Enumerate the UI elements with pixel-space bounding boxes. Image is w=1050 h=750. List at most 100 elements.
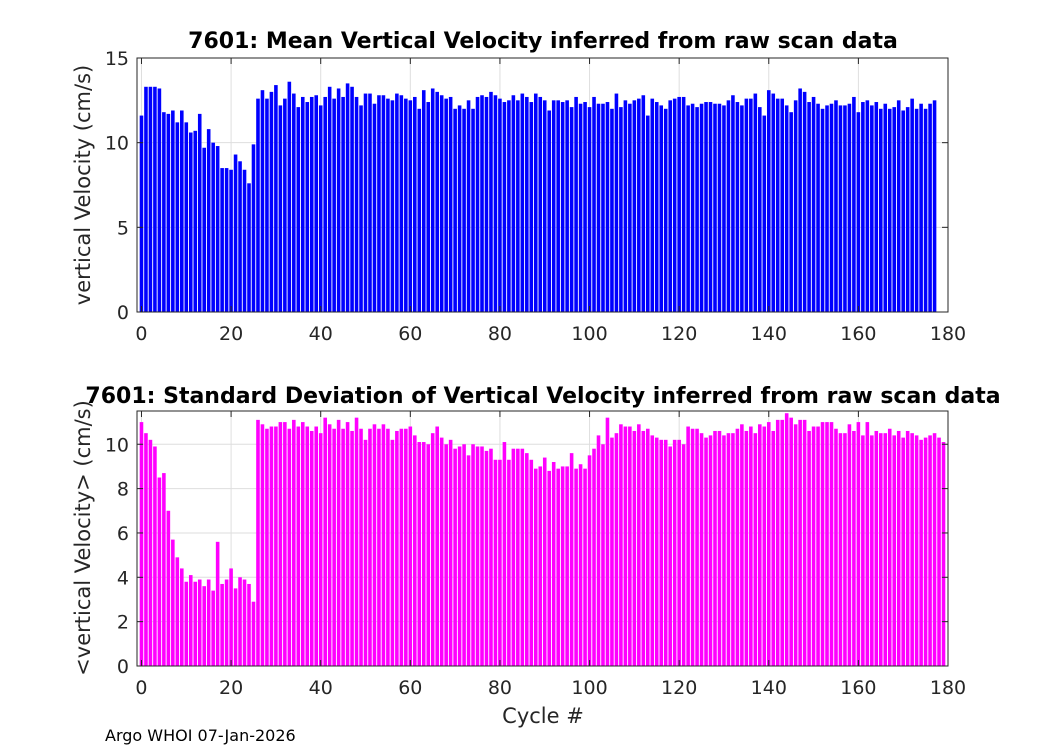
bar [453, 108, 457, 312]
bar [753, 433, 758, 666]
bar [229, 169, 233, 312]
x-tick-label: 160 [840, 677, 876, 699]
bar [457, 446, 462, 666]
bar [175, 557, 180, 666]
bar [292, 93, 296, 312]
bar [834, 428, 838, 666]
bar [646, 428, 650, 666]
bar [287, 428, 292, 666]
bar [650, 435, 655, 666]
bar [180, 110, 184, 313]
bar [507, 100, 511, 312]
bar [354, 96, 359, 312]
bar [525, 96, 529, 312]
bar [941, 442, 946, 666]
bar [211, 590, 215, 666]
bar [193, 130, 198, 312]
bar [153, 86, 157, 312]
x-tick-label: 20 [219, 677, 243, 699]
bar [180, 568, 184, 666]
bar [758, 424, 762, 666]
bar [238, 577, 242, 666]
bar [905, 430, 910, 666]
bar [704, 437, 708, 666]
bar [166, 113, 171, 312]
bar [377, 95, 381, 312]
x-tick-label: 100 [571, 677, 607, 699]
bar [350, 86, 354, 312]
bar [283, 98, 287, 312]
bar [265, 428, 269, 666]
bar [224, 579, 229, 666]
x-tick-label: 120 [661, 323, 697, 345]
bar [919, 103, 923, 312]
bar [251, 601, 256, 666]
bar [309, 96, 314, 312]
bar [843, 433, 847, 666]
bar [578, 103, 583, 312]
bar [417, 108, 422, 312]
bar [511, 448, 516, 666]
bar [852, 430, 856, 666]
bar [865, 100, 870, 312]
bar [309, 430, 314, 666]
bar [838, 433, 843, 666]
bar [413, 435, 417, 666]
bar [928, 435, 932, 666]
bar [305, 426, 310, 666]
bar [847, 103, 852, 312]
footer-stamp: Argo WHOI 07-Jan-2026 [105, 726, 296, 745]
bar [610, 108, 614, 312]
bar [233, 154, 238, 312]
bar [690, 428, 695, 666]
bar [408, 100, 413, 312]
bar [717, 103, 722, 312]
bar [560, 102, 565, 312]
bar [314, 426, 319, 666]
bar [686, 105, 690, 312]
bar [825, 422, 829, 666]
bar [278, 105, 283, 312]
bar [632, 100, 637, 312]
bar [825, 105, 829, 312]
bar [870, 435, 874, 666]
bar [892, 107, 897, 312]
bar [489, 448, 493, 666]
y-tick-label: 4 [117, 567, 129, 589]
bar [601, 103, 605, 312]
bar [269, 91, 274, 313]
bar [592, 448, 596, 666]
bar [314, 95, 319, 312]
bar [758, 107, 762, 312]
bar [856, 112, 861, 312]
bar [820, 422, 825, 666]
bar [896, 100, 901, 312]
bar [641, 95, 646, 312]
bar [386, 98, 390, 312]
bar [887, 108, 892, 312]
bar [139, 422, 144, 666]
bar [690, 103, 695, 312]
bar [184, 581, 189, 666]
std-velocity-chart: 0 20 40 60 80 100 120 140 160 180 0 2 4 6 8 10 7601: St… [71, 384, 1001, 728]
bar [439, 95, 444, 312]
bar [426, 102, 431, 312]
bar [372, 103, 377, 312]
x-tick-label: 80 [488, 323, 512, 345]
bar [596, 435, 601, 666]
bar [457, 105, 462, 312]
bar [318, 105, 323, 312]
bar [887, 428, 892, 666]
bar [789, 417, 793, 666]
bar [735, 102, 740, 312]
bar [493, 459, 498, 666]
bar [188, 575, 193, 666]
bar [171, 539, 175, 666]
x-tick-label: 100 [571, 323, 607, 345]
bar [650, 98, 655, 312]
bar [820, 108, 825, 312]
chart-title: 7601: Standard Deviation of Vertical Vel… [85, 384, 1000, 409]
bar [453, 448, 457, 666]
bar [784, 105, 789, 312]
bar [542, 100, 547, 312]
